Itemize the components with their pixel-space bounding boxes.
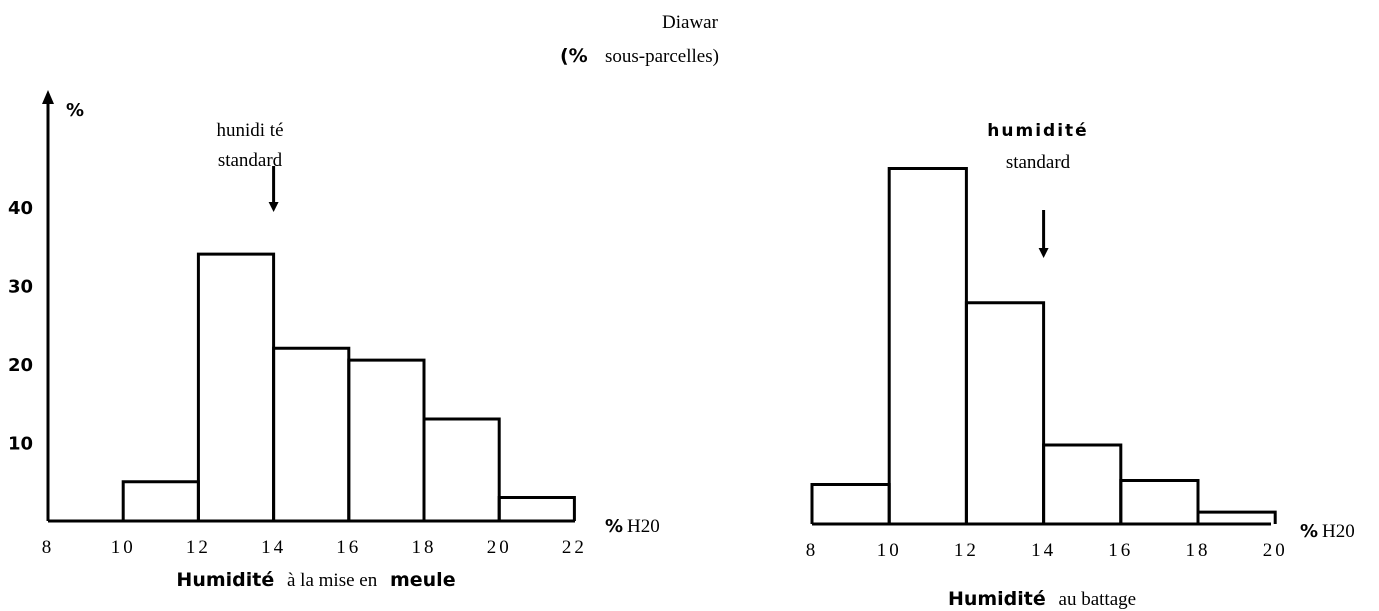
left-bar-16-18: [347, 358, 426, 521]
left-x-tick-label: 16: [336, 537, 361, 558]
left-x-unit-text: H20: [627, 516, 660, 537]
right-annotation-line1: humidité: [987, 121, 1088, 141]
right-x-tick-label: 10: [877, 540, 902, 561]
left-y-axis-arrow: [42, 90, 54, 104]
left-caption-part3: meule: [390, 569, 456, 591]
left-x-unit-symbol: %: [605, 516, 623, 537]
right-x-tick-label: 18: [1186, 540, 1211, 561]
right-annotation-line2: standard: [1006, 152, 1071, 173]
left-x-tick-label: 14: [261, 537, 286, 558]
chart-title: Diawar: [662, 12, 719, 33]
right-caption: Humidité au battage: [948, 588, 1136, 610]
left-bar-18-20: [422, 417, 501, 521]
left-x-tick-label: 10: [111, 537, 136, 558]
right-bar-18-20: [1196, 510, 1277, 524]
left-down-arrow-icon: [268, 166, 279, 212]
left-caption-part1: Humidité: [176, 569, 274, 591]
left-arrow-head: [268, 202, 279, 212]
left-bar-10-12: [121, 480, 200, 521]
right-bar-16-18: [1119, 479, 1200, 524]
right-x-unit-text: H20: [1322, 521, 1355, 542]
right-x-ticks: 8 10 12 14 16 18 20: [806, 540, 1288, 561]
left-y-tick-label: 10: [8, 434, 33, 455]
left-x-tick-label: 20: [487, 537, 512, 558]
left-y-tick-label: 20: [8, 355, 33, 376]
left-annotation-line1: hunidi té: [216, 120, 283, 141]
right-x-unit-symbol: %: [1300, 521, 1318, 542]
left-x-ticks: 8 10 12 14 16 18 20 22: [42, 537, 587, 558]
subtitle-symbol: (%: [560, 45, 588, 67]
right-x-tick-label: 12: [954, 540, 979, 561]
left-caption-part2: à la mise en: [287, 570, 378, 591]
right-x-tick-label: 16: [1108, 540, 1133, 561]
left-bars: [121, 252, 576, 521]
left-x-tick-label: 18: [412, 537, 437, 558]
left-y-ticks: 10 20 30 40: [8, 198, 33, 455]
left-bar-12-14: [196, 252, 276, 521]
left-x-tick-label: 22: [562, 537, 587, 558]
right-down-arrow-icon: [1038, 210, 1049, 258]
right-caption-part1: Humidité: [948, 588, 1046, 610]
right-x-tick-label: 20: [1263, 540, 1288, 561]
left-annotation-line2: standard: [218, 150, 283, 171]
right-x-tick-label: 14: [1031, 540, 1056, 561]
left-y-tick-label: 30: [8, 277, 33, 298]
left-y-axis-label: %: [66, 100, 84, 121]
left-bar-14-16: [272, 346, 351, 521]
right-caption-part2: au battage: [1059, 589, 1137, 610]
right-bar-8-10: [810, 483, 891, 524]
right-arrow-head: [1038, 248, 1049, 258]
right-bar-10-12: [887, 167, 968, 524]
left-x-tick-label: 8: [42, 537, 55, 558]
left-y-tick-label: 40: [8, 198, 33, 219]
left-histogram: % 10 20 30 40 8 10 12 14 16 18 20 22 % H20 hunidi …: [8, 90, 660, 591]
right-x-tick-label: 8: [806, 540, 819, 561]
left-bar-20-22: [497, 495, 576, 521]
subtitle-text: sous-parcelles): [605, 46, 719, 67]
right-bar-12-14: [964, 301, 1046, 524]
right-histogram: 8 10 12 14 16 18 20 % H20 humidité standard Hu…: [806, 121, 1355, 610]
left-caption: Humidité à la mise en meule: [176, 569, 455, 591]
right-bars: [810, 167, 1277, 524]
right-bar-14-16: [1042, 443, 1123, 524]
left-x-tick-label: 12: [186, 537, 211, 558]
